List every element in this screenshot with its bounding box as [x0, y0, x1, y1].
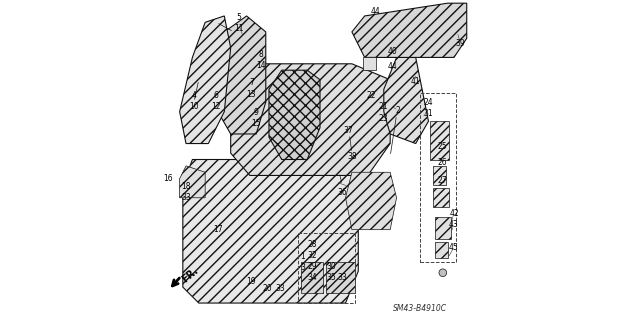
- Text: 38: 38: [347, 152, 356, 161]
- Text: 44: 44: [387, 63, 397, 71]
- Bar: [420, 93, 456, 262]
- Text: 5: 5: [236, 13, 241, 22]
- Text: 26: 26: [437, 158, 447, 167]
- Bar: [433, 166, 446, 185]
- Text: 41: 41: [411, 77, 420, 86]
- Text: 25: 25: [437, 142, 447, 151]
- Text: 2: 2: [396, 106, 401, 115]
- Text: 30: 30: [326, 262, 336, 271]
- Text: 27: 27: [437, 176, 447, 185]
- Text: 17: 17: [213, 225, 223, 234]
- Text: 4: 4: [191, 91, 196, 100]
- Text: 28: 28: [308, 240, 317, 249]
- Text: 19: 19: [246, 277, 255, 286]
- Text: 44: 44: [371, 7, 381, 16]
- Text: FR.: FR.: [180, 265, 200, 284]
- Text: 1: 1: [300, 252, 305, 261]
- Polygon shape: [218, 16, 266, 134]
- Text: 13: 13: [246, 90, 256, 99]
- Text: 3: 3: [300, 263, 305, 272]
- Text: 10: 10: [189, 102, 199, 111]
- Text: SM43-B4910C: SM43-B4910C: [394, 304, 447, 313]
- Text: 24: 24: [424, 98, 433, 107]
- Bar: [433, 188, 449, 207]
- Text: 34: 34: [308, 273, 317, 282]
- Text: 9: 9: [253, 108, 258, 117]
- Bar: [298, 233, 355, 303]
- Polygon shape: [183, 160, 358, 303]
- Text: 45: 45: [449, 243, 459, 252]
- Polygon shape: [230, 64, 390, 175]
- Text: 11: 11: [234, 24, 243, 33]
- Text: 6: 6: [214, 91, 219, 100]
- Text: 33: 33: [337, 273, 348, 282]
- Text: 20: 20: [262, 284, 272, 293]
- Text: 37: 37: [344, 126, 353, 135]
- Polygon shape: [180, 166, 205, 198]
- Bar: [435, 217, 451, 239]
- Bar: [435, 242, 447, 258]
- Text: 22: 22: [366, 91, 376, 100]
- Text: 36: 36: [337, 189, 348, 197]
- Text: 39: 39: [456, 39, 465, 48]
- Polygon shape: [352, 3, 467, 57]
- Text: 14: 14: [256, 61, 266, 70]
- Polygon shape: [384, 57, 428, 144]
- Bar: [430, 121, 449, 160]
- Bar: [301, 262, 323, 293]
- Text: 31: 31: [424, 109, 433, 118]
- Text: 32: 32: [308, 251, 317, 260]
- Bar: [364, 57, 376, 70]
- Circle shape: [439, 269, 447, 277]
- Text: 21: 21: [378, 102, 388, 111]
- Text: 33: 33: [275, 284, 285, 293]
- Text: 43: 43: [449, 220, 459, 229]
- Text: 35: 35: [326, 273, 336, 282]
- Text: 33: 33: [181, 193, 191, 202]
- Text: 23: 23: [378, 114, 388, 122]
- Text: 29: 29: [308, 262, 317, 271]
- Text: 18: 18: [181, 182, 191, 191]
- Text: 7: 7: [249, 78, 254, 87]
- Polygon shape: [346, 172, 397, 230]
- Text: 15: 15: [251, 119, 260, 128]
- Text: 40: 40: [387, 47, 397, 56]
- Bar: [326, 262, 355, 293]
- Text: 8: 8: [259, 50, 264, 59]
- Text: 42: 42: [449, 209, 459, 218]
- Polygon shape: [180, 16, 230, 144]
- Polygon shape: [269, 70, 320, 160]
- Text: 12: 12: [212, 102, 221, 111]
- Text: 16: 16: [163, 174, 172, 183]
